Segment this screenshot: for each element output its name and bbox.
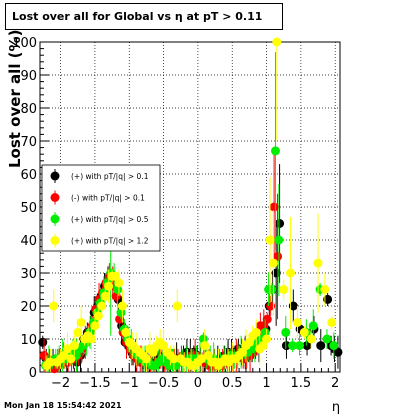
x-axis-title: η <box>332 400 340 414</box>
data-point <box>288 341 298 351</box>
data-point <box>294 341 304 351</box>
data-point <box>269 202 279 212</box>
data-point <box>73 327 83 337</box>
data-point <box>258 341 268 351</box>
data-point <box>272 37 282 47</box>
data-point <box>100 291 110 301</box>
data-point <box>169 354 179 364</box>
series-3 <box>42 37 337 372</box>
data-point <box>203 351 213 360</box>
data-point <box>316 341 326 351</box>
data-point <box>267 285 277 294</box>
x-tick-label: 2 <box>331 376 339 391</box>
y-tick-label: 50 <box>20 201 37 216</box>
data-point <box>141 354 151 364</box>
y-tick-label: 90 <box>20 69 37 84</box>
data-point <box>172 301 182 311</box>
data-point <box>279 285 289 294</box>
data-point <box>281 327 291 337</box>
data-point <box>327 318 337 327</box>
data-point <box>104 281 114 291</box>
data-point <box>292 318 302 327</box>
legend-label: (+) with pT/|q| > 0.5 <box>71 215 149 224</box>
data-point <box>38 337 48 347</box>
data-point <box>265 235 275 245</box>
data-point <box>121 327 131 337</box>
data-point <box>333 347 343 357</box>
y-tick-label: 10 <box>20 333 37 348</box>
data-point <box>273 252 283 261</box>
legend-box <box>41 164 161 252</box>
y-axis-title: Lost over all (%) <box>6 30 24 168</box>
data-point <box>302 341 312 351</box>
x-tick-label: 0 <box>194 376 202 391</box>
data-point <box>69 341 79 351</box>
data-point <box>200 341 210 351</box>
data-point <box>262 314 272 324</box>
data-point <box>93 311 103 321</box>
data-point <box>59 351 69 360</box>
x-tick-label: −0.5 <box>148 376 180 391</box>
data-point <box>322 334 332 344</box>
x-tick-label: 0.5 <box>222 376 243 391</box>
data-point <box>76 318 86 327</box>
data-point <box>320 285 330 294</box>
data-point <box>238 347 248 357</box>
data-point <box>286 268 296 278</box>
y-tick-label: 100 <box>12 36 37 51</box>
y-tick-label: 0 <box>29 366 37 381</box>
data-point <box>159 341 169 351</box>
chart-title: Lost over all for Global vs η at pT > 0.… <box>5 3 283 30</box>
data-point <box>244 337 254 347</box>
data-point <box>329 341 339 351</box>
x-tick-label: −1 <box>120 376 139 391</box>
x-tick-label: 1 <box>262 376 270 391</box>
legend-label: (-) with pT/|q| > 0.1 <box>71 194 145 203</box>
x-tick-label: 1.5 <box>291 376 312 391</box>
y-tick-label: 40 <box>20 234 37 249</box>
data-point <box>114 278 124 288</box>
data-point <box>66 354 76 364</box>
legend-label: (+) with pT/|q| > 0.1 <box>71 172 149 181</box>
legend: (+) with pT/|q| > 0.1 (-) with pT/|q| > 0… <box>41 164 161 252</box>
data-point <box>281 341 291 351</box>
y-tick-label: 60 <box>20 168 37 183</box>
data-point <box>262 334 272 344</box>
data-point <box>111 271 121 281</box>
data-point <box>90 321 100 331</box>
data-point <box>313 258 323 268</box>
data-point <box>97 301 107 311</box>
data-point <box>251 327 261 337</box>
data-point <box>268 258 278 268</box>
data-point <box>270 146 280 156</box>
y-tick-label: 20 <box>20 300 37 315</box>
data-point <box>86 334 96 344</box>
data-point <box>196 354 206 364</box>
y-tick-label: 80 <box>20 102 37 117</box>
y-tick-label: 30 <box>20 267 37 282</box>
timestamp-footer: Mon Jan 18 15:54:42 2021 <box>4 401 122 410</box>
data-point <box>62 344 72 354</box>
data-point <box>45 357 55 367</box>
x-tick-label: −2 <box>51 376 70 391</box>
data-point <box>299 327 309 337</box>
data-point <box>148 347 158 357</box>
data-point <box>49 301 59 311</box>
data-point <box>117 301 127 311</box>
x-tick-label: −1.5 <box>79 376 111 391</box>
data-point <box>275 219 285 228</box>
legend-label: (+) with pT/|q| > 1.2 <box>71 237 149 246</box>
y-tick-label: 70 <box>20 135 37 150</box>
data-point <box>308 321 318 331</box>
data-point <box>274 235 284 245</box>
data-point <box>306 334 316 344</box>
